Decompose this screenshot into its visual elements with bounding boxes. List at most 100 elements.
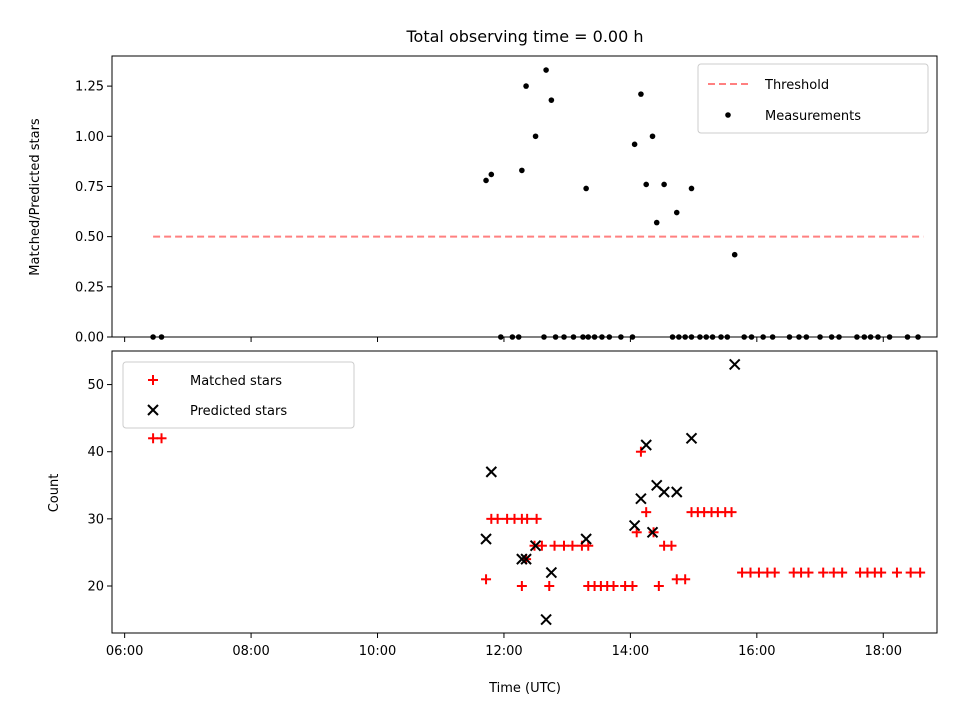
measurement-point: [817, 334, 823, 340]
measurement-point: [904, 334, 911, 340]
legend-matched-label: Matched stars: [190, 374, 282, 389]
top-plot: 0.00 0.25 0.50 0.75 1.00 1.25: [75, 55, 938, 346]
measurement-point: [561, 334, 567, 340]
bottom-y-tick-label: 30: [87, 512, 104, 527]
predicted-point: [671, 486, 683, 498]
matched-point: [492, 513, 503, 524]
x-stroke-b: [646, 526, 659, 538]
matched-point: [745, 567, 756, 578]
matched-point: [737, 567, 748, 578]
measurement-point: [669, 334, 676, 340]
matched-point: [891, 567, 902, 578]
predicted-point: [640, 439, 652, 451]
x-tick-label: 10:00: [359, 644, 396, 659]
top-y-tick-label: 0.25: [75, 280, 104, 295]
predicted-point: [545, 566, 558, 579]
measurement-point: [523, 83, 529, 89]
measurement-point: [515, 334, 522, 340]
measurement-point: [867, 334, 874, 340]
matched-point: [818, 567, 829, 578]
top-legend-box: [697, 63, 929, 134]
matched-point: [726, 507, 737, 518]
measurement-point: [509, 334, 516, 340]
measurement-point: [606, 334, 613, 340]
x-axis-label: Time (UTC): [488, 681, 561, 696]
measurement-point: [854, 334, 860, 340]
matched-point: [635, 446, 646, 457]
measurement-point: [580, 334, 586, 340]
matched-point: [680, 574, 691, 585]
x-tick-label: 14:00: [612, 644, 649, 659]
x-stroke-b: [728, 358, 741, 371]
x-stroke-b: [516, 553, 528, 565]
legend-predicted-label: Predicted stars: [190, 404, 287, 419]
matched-point: [522, 513, 533, 524]
x-stroke-b: [485, 466, 498, 478]
top-y-axis-label: Matched/Predicted stars: [28, 118, 43, 276]
measurement-point: [915, 334, 921, 340]
measurement-point: [543, 67, 549, 73]
measurement-point: [519, 167, 525, 174]
bottom-plot: 20 30 40 50 06:00 08:00 10:00 12:00 14:00 16:00 18…: [87, 350, 938, 659]
legend-threshold-label: Threshold: [764, 78, 829, 93]
measurement-point: [497, 334, 504, 340]
matched-point: [876, 567, 887, 578]
predicted-point: [580, 533, 592, 545]
measurement-point: [875, 334, 881, 340]
matched-point: [915, 567, 926, 578]
measurement-point: [629, 334, 636, 340]
measurement-point: [697, 334, 703, 340]
top-y-tick-label: 0.00: [75, 331, 104, 346]
measurement-point: [591, 334, 598, 340]
x-stroke-b: [480, 533, 492, 545]
measurement-point: [653, 219, 660, 226]
matched-point: [481, 574, 492, 585]
x-tick-label: 16:00: [738, 644, 775, 659]
x-stroke-b: [545, 566, 558, 579]
matched-point: [837, 567, 848, 578]
measurement-point: [649, 133, 656, 140]
predicted-point: [529, 540, 542, 552]
bottom-plot-frame: [111, 350, 938, 634]
legend-predicted-swatch: [147, 404, 159, 416]
measurement-point: [724, 334, 731, 340]
measurement-point: [682, 334, 688, 340]
x-tick-label: 12:00: [485, 644, 522, 659]
measurement-point: [731, 251, 738, 258]
matched-point: [559, 540, 570, 551]
measurement-point: [532, 133, 539, 140]
measurement-point: [631, 141, 638, 148]
measurement-point: [836, 334, 842, 340]
matched-point: [769, 567, 780, 578]
top-plot-frame: [111, 55, 938, 338]
predicted-point: [635, 493, 647, 505]
measurement-point: [718, 334, 724, 340]
measurement-point: [796, 334, 802, 340]
measurement-point: [158, 334, 165, 340]
x-stroke-b: [651, 479, 663, 491]
predicted-point: [540, 613, 552, 626]
matched-point: [666, 540, 677, 551]
x-stroke-b: [580, 533, 592, 545]
measurement-point: [583, 185, 589, 192]
x-stroke-b: [628, 519, 641, 532]
measurement-point: [786, 334, 793, 340]
predicted-point: [658, 486, 670, 498]
measurement-point: [673, 209, 680, 216]
matched-point: [803, 567, 814, 578]
matched-point: [156, 433, 167, 444]
top-y-tick-label: 0.75: [75, 180, 104, 195]
x-stroke-b: [658, 486, 670, 498]
matched-point: [531, 513, 542, 524]
chart-title: Total observing time = 0.00 h: [405, 27, 643, 46]
top-y-tick-label: 1.00: [75, 130, 104, 145]
legend-matched-swatch: [148, 375, 158, 385]
x-stroke-b: [540, 613, 552, 626]
measurement-point: [886, 334, 893, 340]
bottom-legend: Matched stars Predicted stars: [122, 361, 355, 429]
measurement-point: [676, 334, 682, 340]
bottom-y-tick-label: 50: [87, 378, 104, 393]
bottom-y-tick-label: 20: [87, 580, 104, 595]
measurement-point: [861, 334, 868, 340]
measurement-point: [828, 334, 835, 340]
